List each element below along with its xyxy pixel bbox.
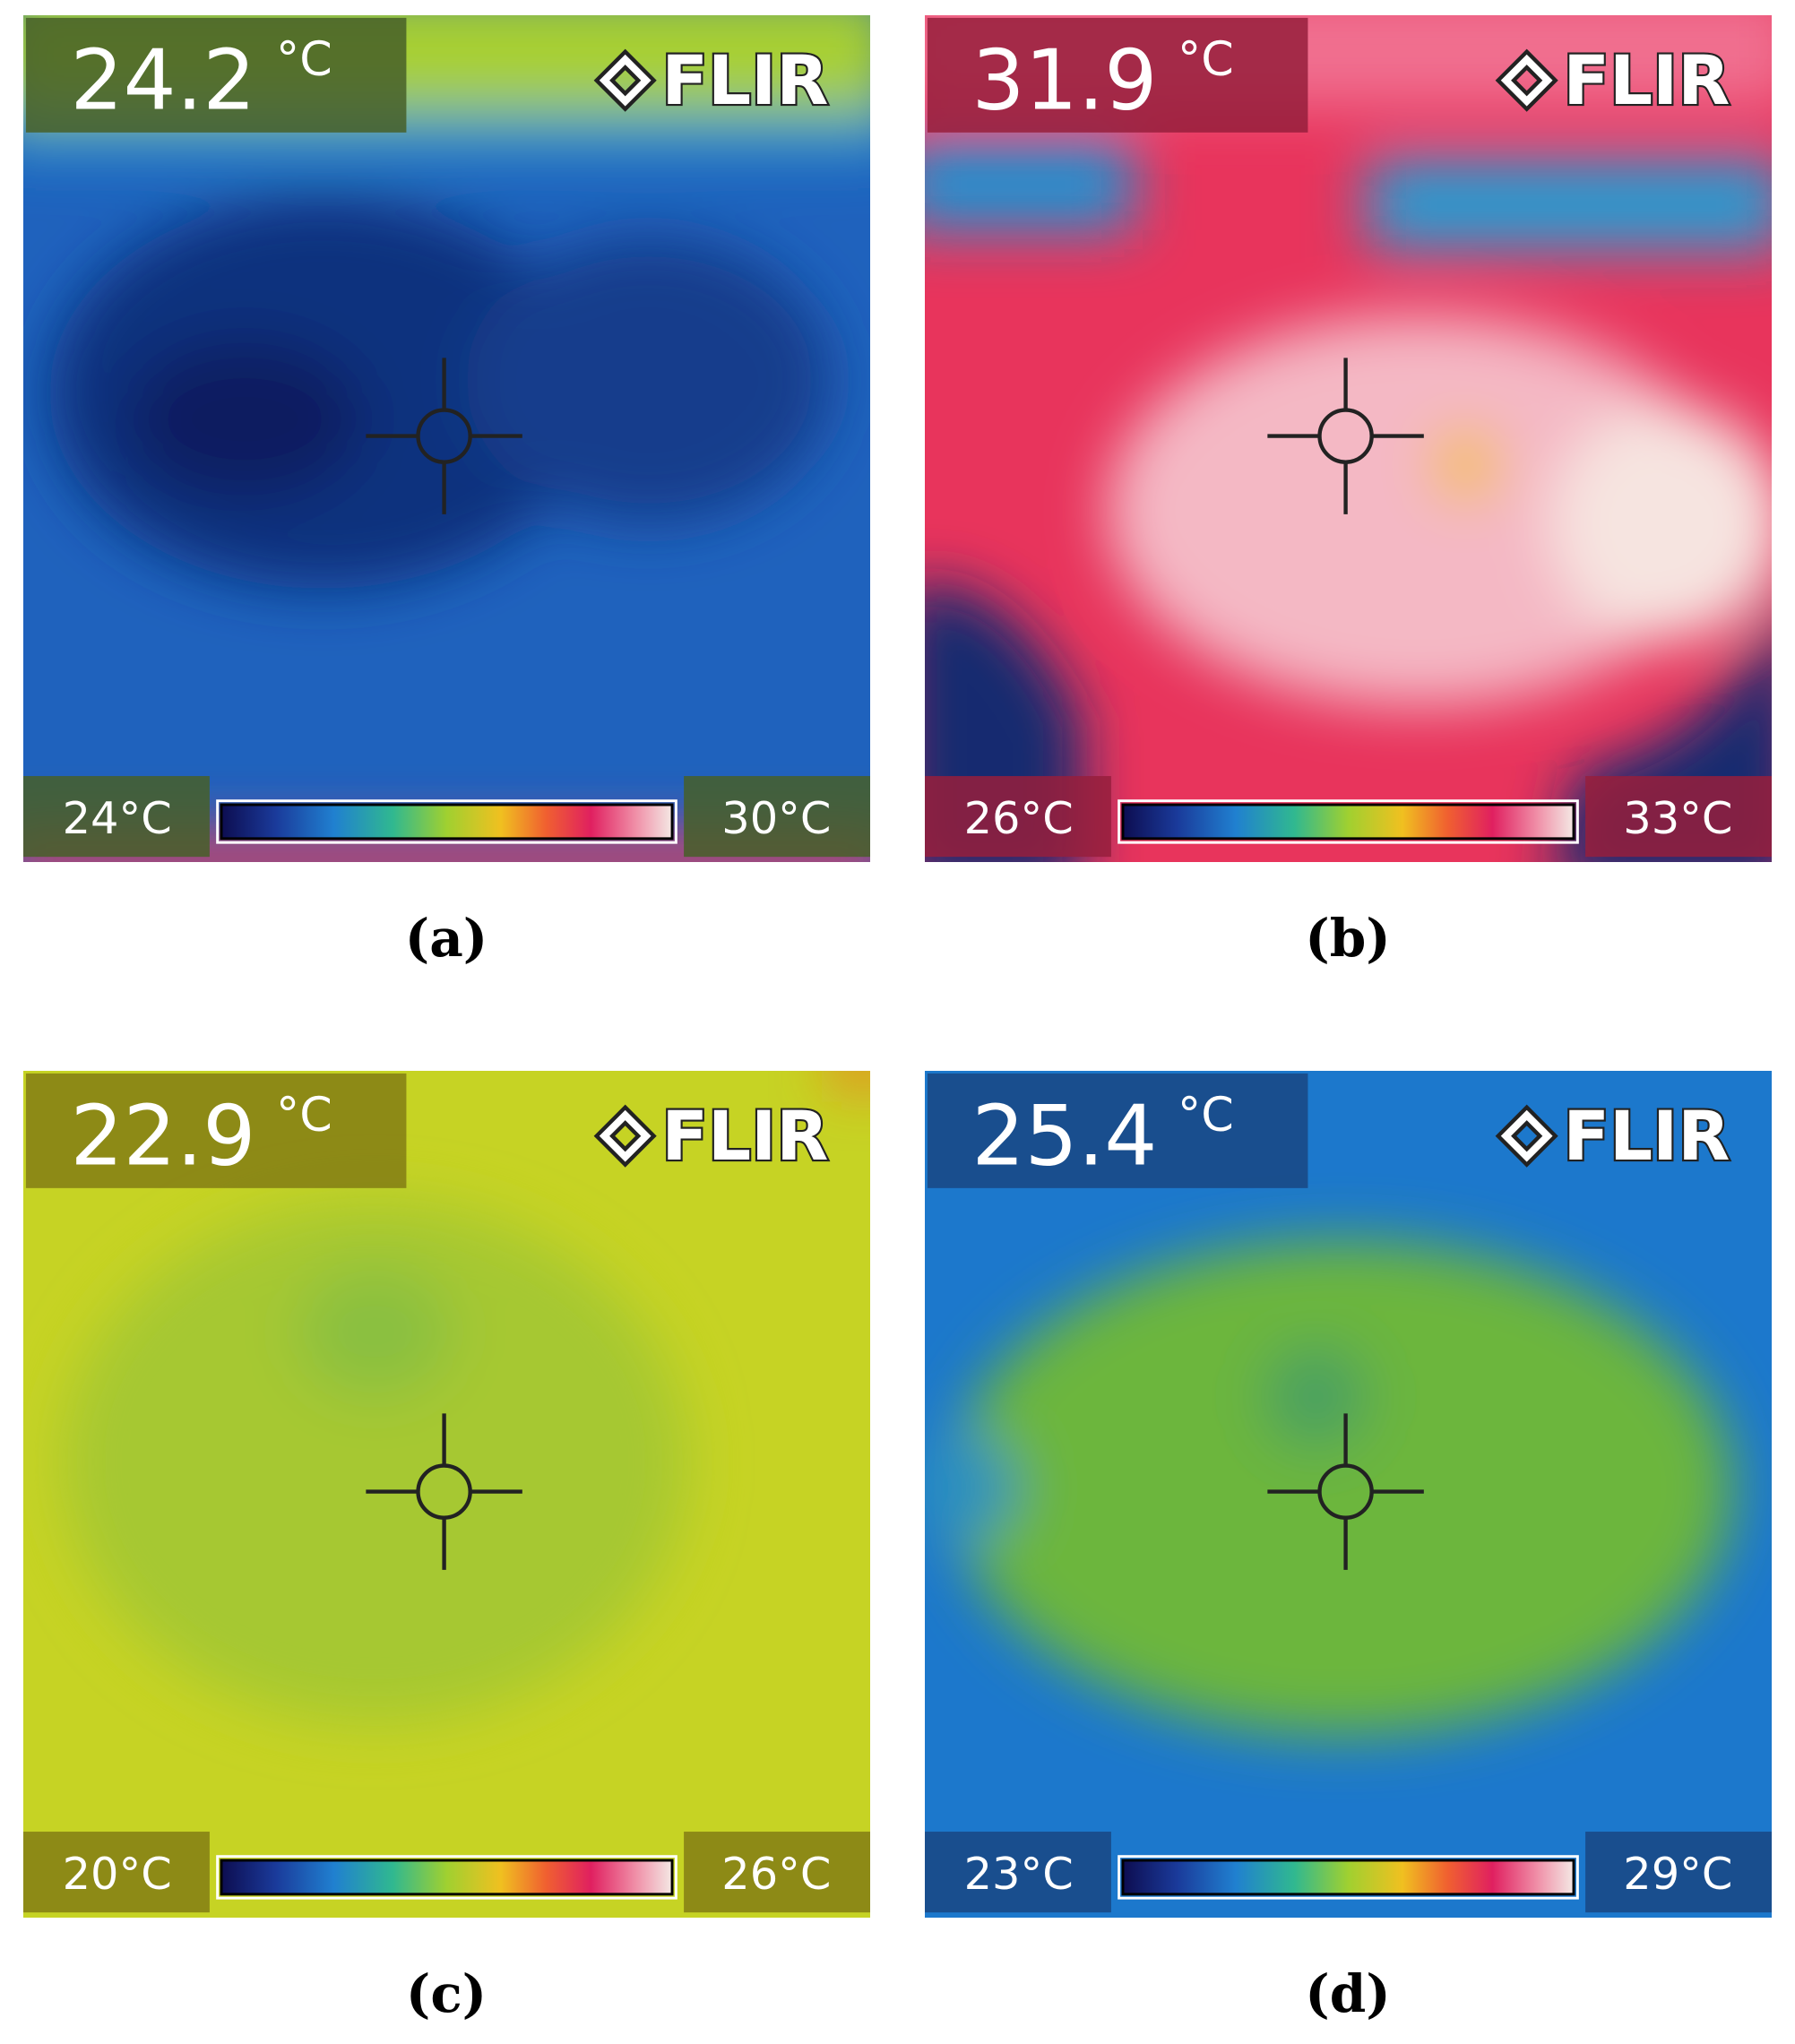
reading: 25.4 xyxy=(971,1088,1157,1185)
heat-regions xyxy=(925,1240,1733,1736)
scale-min: 23°C xyxy=(964,1848,1074,1900)
reading-unit: °C xyxy=(1178,32,1234,87)
color-scale-frame xyxy=(1118,1855,1579,1900)
scale-min: 24°C xyxy=(63,792,172,844)
logo-mark xyxy=(593,1104,657,1168)
thermal-image xyxy=(23,15,871,863)
scale-min-box xyxy=(23,1832,210,1913)
heat-region xyxy=(925,139,1134,230)
brand: FLIR xyxy=(1563,41,1730,120)
heat-region xyxy=(1368,158,1773,250)
heat-regions xyxy=(23,15,871,863)
heat-region xyxy=(297,1266,453,1397)
logo-mark xyxy=(1495,1104,1558,1168)
scale-max-box xyxy=(684,776,871,858)
heat-region xyxy=(127,341,363,497)
heat-region xyxy=(831,1071,871,1084)
color-scale-bar xyxy=(1121,803,1575,841)
reading: 24.2 xyxy=(70,32,255,129)
reading-box xyxy=(927,17,1308,133)
scale-max: 30°C xyxy=(721,792,831,844)
scale-max: 29°C xyxy=(1623,1848,1732,1900)
thermal-panel: 31.9 °C FLIR 26°C 33°C xyxy=(925,15,1773,863)
color-scale-frame xyxy=(216,1855,677,1900)
panel-caption: (d) xyxy=(1305,1963,1390,2024)
crosshair xyxy=(366,1413,522,1570)
heat-region xyxy=(62,1201,688,1722)
panel-caption: (a) xyxy=(405,908,488,969)
heat-region xyxy=(1549,406,1773,641)
scale-max-box xyxy=(1585,1832,1772,1913)
scale-max: 33°C xyxy=(1623,792,1732,844)
panel-caption: (c) xyxy=(406,1963,487,2024)
color-scale-frame xyxy=(1118,799,1579,844)
reading: 31.9 xyxy=(971,32,1157,129)
color-scale-bar xyxy=(1121,1859,1575,1896)
thermal-panel: 24.2 °C FLIR 24°C 30°C xyxy=(23,15,871,863)
thermal-panel: 25.4 °C FLIR 23°C 29°C xyxy=(925,1071,1772,1918)
brand: FLIR xyxy=(1563,1097,1730,1176)
thermal-image xyxy=(23,1071,871,1918)
heat-region xyxy=(1434,427,1497,502)
reading-box xyxy=(25,17,407,133)
thermal-image xyxy=(925,15,1773,863)
logo-mark xyxy=(593,48,657,112)
brand: FLIR xyxy=(661,41,828,120)
thermal-panel: 22.9 °C FLIR 20°C 26°C xyxy=(23,1071,871,1918)
panel-caption: (b) xyxy=(1305,908,1390,969)
scale-min-box xyxy=(23,776,210,858)
heat-region xyxy=(466,237,832,523)
scale-min: 26°C xyxy=(964,792,1074,844)
scale-max: 26°C xyxy=(721,1848,831,1900)
heat-regions xyxy=(62,1071,871,1722)
scale-max-box xyxy=(1585,776,1772,858)
crosshair xyxy=(366,358,522,514)
logo-mark xyxy=(1495,48,1558,112)
thermal-image xyxy=(925,1071,1772,1918)
scale-min-box xyxy=(925,776,1111,858)
color-scale-bar xyxy=(220,1859,674,1896)
heat-region xyxy=(1264,1344,1368,1449)
crosshair xyxy=(1267,1413,1424,1570)
scale-min-box xyxy=(925,1832,1111,1913)
reading-unit: °C xyxy=(276,32,332,87)
scale-max-box xyxy=(684,1832,871,1913)
reading-box xyxy=(25,1073,407,1188)
crosshair xyxy=(1267,358,1424,514)
scale-min: 20°C xyxy=(63,1848,172,1900)
reading-unit: °C xyxy=(1178,1088,1234,1143)
heat-region xyxy=(1107,315,1733,706)
color-scale-bar xyxy=(220,803,674,841)
brand: FLIR xyxy=(661,1097,828,1176)
heat-region xyxy=(925,1436,1016,1540)
color-scale-frame xyxy=(216,799,677,844)
heat-region xyxy=(951,1240,1733,1736)
reading-unit: °C xyxy=(276,1088,332,1143)
reading: 22.9 xyxy=(70,1088,255,1185)
reading-box xyxy=(927,1073,1308,1188)
